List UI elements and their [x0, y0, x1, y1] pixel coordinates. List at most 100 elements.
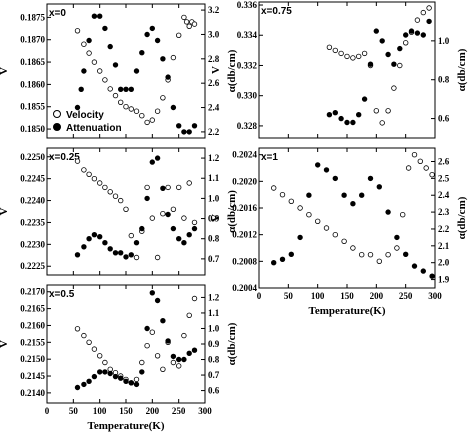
attenuation-point [403, 251, 409, 257]
attenuation-point [297, 234, 303, 241]
velocity-point [139, 359, 145, 366]
y-right-axis-label: α(db/cm) [226, 190, 238, 233]
y-right-tick-label: 1.2 [208, 153, 220, 163]
y-right-tick-label: 2.5 [438, 173, 450, 183]
y-right-tick-label: 0.9 [208, 339, 220, 349]
attenuation-point [139, 50, 145, 56]
velocity-point [102, 359, 108, 366]
attenuation-point [175, 123, 182, 129]
velocity-point [186, 23, 192, 29]
y-left-tick-label: 0.1860 [20, 79, 45, 89]
y-left-tick-label: 0.2170 [20, 287, 45, 297]
velocity-point [385, 251, 391, 258]
velocity-point [341, 238, 347, 244]
attenuation-point [81, 68, 87, 74]
velocity-point [326, 44, 333, 50]
attenuation-point [385, 51, 391, 58]
attenuation-point [144, 195, 150, 202]
velocity-point [128, 232, 134, 239]
attenuation-point [403, 32, 409, 38]
x-tick-label: 150 [119, 406, 133, 416]
x-tick-label: 50 [69, 406, 79, 416]
velocity-point [133, 108, 140, 114]
attenuation-point [149, 25, 155, 32]
y-right-tick-label: 2.1 [438, 241, 450, 251]
y-left-tick-label: 0.1865 [20, 57, 45, 67]
y-left-tick-label: 0.2235 [20, 217, 45, 227]
velocity-point [102, 77, 108, 83]
x-tick-label: 300 [428, 291, 442, 301]
velocity-point [420, 9, 426, 16]
velocity-point [123, 206, 129, 212]
attenuation-point [144, 325, 150, 332]
velocity-point [96, 353, 103, 359]
velocity-point [107, 86, 113, 92]
attenuation-point [165, 74, 171, 80]
velocity-point [181, 14, 187, 21]
velocity-point [149, 329, 155, 335]
velocity-point [144, 184, 150, 191]
y-left-tick-label: 0.2240 [20, 196, 45, 206]
y-left-axis-label: V [210, 214, 222, 222]
x-tick-label: 250 [172, 406, 186, 416]
velocity-point [356, 53, 362, 60]
attenuation-point [376, 184, 382, 190]
attenuation-point [128, 380, 134, 386]
x-tick-label: 100 [93, 406, 107, 416]
velocity-point [181, 332, 187, 339]
velocity-point [297, 205, 303, 211]
velocity-point [91, 346, 98, 352]
velocity-point [397, 62, 403, 69]
velocity-point [160, 366, 166, 372]
velocity-point [391, 85, 397, 91]
legend-label-velocity: Velocity [66, 110, 104, 121]
y-right-tick-label: 1.1 [208, 308, 220, 318]
attenuation-point [149, 159, 155, 165]
attenuation-point [191, 225, 198, 232]
attenuation-point [144, 31, 150, 38]
attenuation-point [359, 192, 365, 198]
attenuation-point [96, 369, 103, 375]
y-left-tick-label: 0.2012 [232, 230, 257, 240]
velocity-point [186, 180, 192, 186]
attenuation-point [408, 28, 415, 34]
attenuation-point [91, 231, 98, 238]
attenuation-point [102, 239, 108, 246]
y-right-axis-label: α(db/cm) [226, 49, 238, 92]
velocity-point [112, 193, 119, 199]
velocity-point [149, 117, 155, 123]
velocity-point [123, 103, 129, 110]
attenuation-point [332, 175, 338, 182]
x-tick-label: 0 [257, 291, 262, 301]
velocity-point [350, 245, 356, 251]
y-left-tick-label: 0.1870 [20, 35, 45, 45]
y-right-tick-label: 0.6 [438, 114, 450, 124]
attenuation-point [160, 318, 166, 324]
y-right-tick-label: 0.9 [208, 214, 220, 224]
velocity-point [181, 215, 187, 221]
x-tick-label: 100 [311, 291, 325, 301]
legend-marker-velocity [53, 110, 61, 118]
y-right-tick-label: 0.7 [208, 370, 220, 380]
velocity-point [403, 40, 409, 46]
y-right-axis-label: α(db/cm) [226, 322, 238, 365]
attenuation-point [420, 268, 426, 274]
velocity-point [86, 171, 92, 177]
y-left-tick-label: 0.2145 [20, 371, 45, 381]
y-left-tick-label: 0.334 [237, 30, 258, 40]
attenuation-point [426, 18, 432, 25]
y-right-tick-label: 0.6 [208, 386, 220, 396]
y-left-tick-label: 0.330 [237, 91, 258, 101]
velocity-point [170, 359, 177, 366]
x-tick-label: 50 [284, 291, 294, 301]
y-left-tick-label: 0.332 [237, 60, 258, 70]
attenuation-point [117, 250, 124, 256]
attenuation-point [165, 211, 171, 218]
y-left-axis-label: V [0, 207, 10, 215]
attenuation-point [385, 209, 391, 215]
y-left-tick-label: 0.2020 [232, 176, 257, 186]
attenuation-point [344, 119, 350, 126]
attenuation-point [323, 167, 330, 173]
y-left-tick-label: 0.2160 [20, 320, 45, 330]
legend-label-attenuation: Attenuation [66, 123, 122, 134]
